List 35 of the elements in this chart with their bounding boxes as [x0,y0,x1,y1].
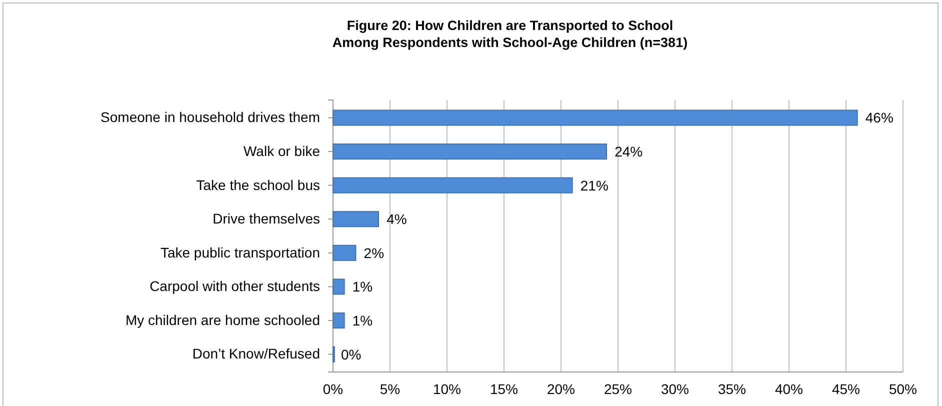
chart-title: Figure 20: How Children are Transported to School Among Respondents with School-Age Children (n=381) [332,18,688,50]
y-tick-label: Drive themselves [212,210,320,227]
data-label: 21% [580,177,608,194]
x-tick-label: 45% [832,380,860,397]
x-tick-label: 0% [322,380,344,397]
y-tick-label: Carpool with other students [150,278,320,294]
data-label: 2% [364,244,384,261]
bar [332,244,356,261]
x-tick-label: 10% [432,380,462,397]
x-tick-label: 50% [888,380,918,397]
data-label: 1% [352,278,373,295]
x-tick-label: 35% [718,380,746,397]
x-tick-label: 5% [380,380,400,397]
y-tick-label: Walk or bike [243,143,320,160]
bar [332,110,858,126]
data-label: 0% [341,346,362,362]
bar [332,312,345,328]
bar [332,144,607,160]
x-tick-label: 15% [490,380,518,397]
x-tick-label: 40% [774,380,804,397]
bar [332,211,379,228]
x-tick-label: 30% [660,380,690,397]
y-tick-label: Don’t Know/Refused [192,346,320,362]
y-tick-label: Take public transportation [160,244,320,260]
x-tick-label: 25% [604,380,632,397]
data-label: 46% [865,110,894,126]
y-tick-label: Someone in household drives them [100,109,320,126]
data-label: 24% [614,144,643,160]
x-tick-label: 20% [546,380,576,397]
bar [332,177,573,194]
data-label: 1% [352,312,373,328]
y-tick-label: My children are home schooled [125,312,320,328]
bar [332,278,345,295]
y-tick-label: Take the school bus [196,176,320,193]
data-label: 4% [386,211,407,228]
